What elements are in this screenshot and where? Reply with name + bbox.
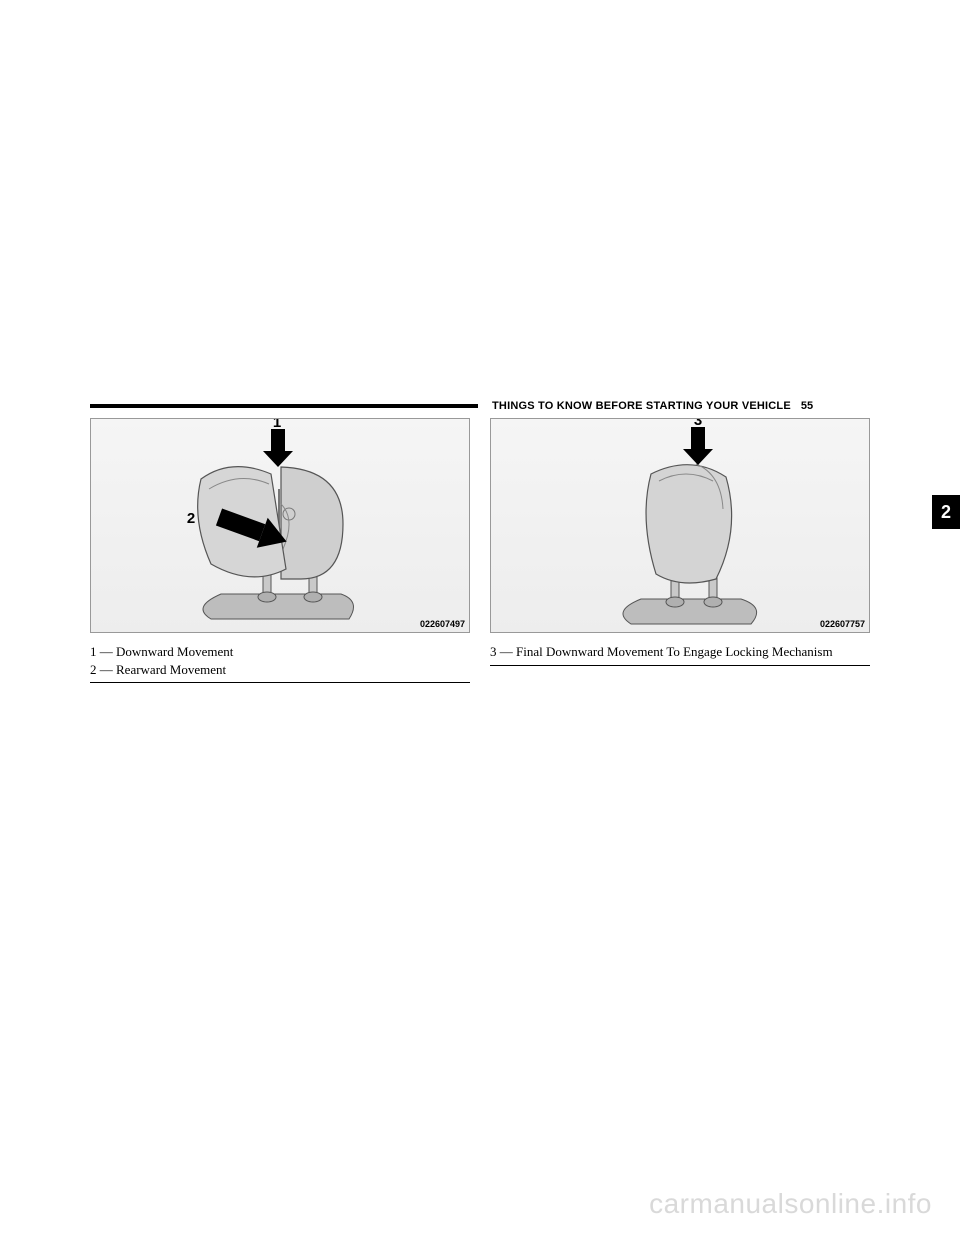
content-columns: 1 2 022607497 1 — Downward Movement 2 — … [90,418,870,683]
manual-page: THINGS TO KNOW BEFORE STARTING YOUR VEHI… [90,400,870,683]
left-caption: 1 — Downward Movement 2 — Rearward Movem… [90,643,470,678]
figure-id-left: 022607497 [420,619,465,629]
headrest-split-illustration: 1 2 [91,419,470,633]
caption-rule [90,682,470,683]
left-column: 1 2 022607497 1 — Downward Movement 2 — … [90,418,470,683]
caption-line: 2 — Rearward Movement [90,661,470,679]
page-header: THINGS TO KNOW BEFORE STARTING YOUR VEHI… [90,400,870,412]
watermark-text: carmanualsonline.info [649,1188,932,1220]
callout-3-label: 3 [694,419,702,429]
callout-2-label: 2 [187,510,195,527]
chapter-tab: 2 [932,495,960,529]
figure-id-right: 022607757 [820,619,865,629]
callout-1-label: 1 [273,419,281,431]
headrest-closed-illustration: 3 [491,419,870,633]
caption-line: 3 — Final Downward Movement To Engage Lo… [490,643,870,661]
caption-rule [490,665,870,666]
figure-headrest-lock: 3 022607757 [490,418,870,633]
figure-headrest-reset: 1 2 022607497 [90,418,470,633]
right-caption: 3 — Final Downward Movement To Engage Lo… [490,643,870,661]
header-rule [90,404,478,408]
right-column: 3 022607757 3 — Final Downward Movement … [490,418,870,683]
page-number: 55 [801,400,813,412]
section-title: THINGS TO KNOW BEFORE STARTING YOUR VEHI… [492,400,791,412]
caption-line: 1 — Downward Movement [90,643,470,661]
